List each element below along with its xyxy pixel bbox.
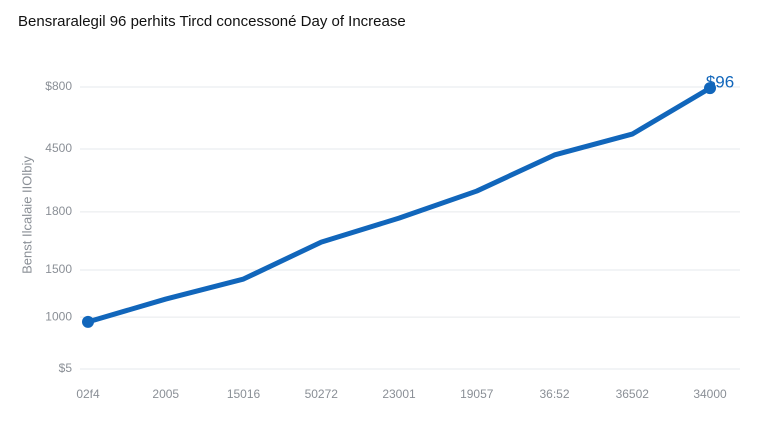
- x-tick-label: 50272: [305, 387, 339, 401]
- x-tick-label: 2005: [152, 387, 179, 401]
- x-tick-label: 23001: [382, 387, 416, 401]
- x-tick-label: 36502: [616, 387, 650, 401]
- line: [85, 85, 713, 325]
- y-tick-label: 4500: [45, 141, 72, 155]
- y-tick-label: 1800: [45, 204, 72, 218]
- y-tick-label: $5: [59, 361, 73, 375]
- y-tick-label: 1500: [45, 262, 72, 276]
- point-marker: [82, 315, 94, 328]
- y-tick-label: $800: [45, 79, 72, 93]
- x-tick-label: 02f4: [76, 387, 100, 401]
- y-axis-title: Benst Ilcalaie IIOlbiy: [19, 156, 34, 274]
- x-tick-label: 34000: [693, 387, 727, 401]
- y-tick-label: 1000: [45, 309, 72, 323]
- annotation: $96: [706, 73, 734, 92]
- x-tick-label: 19057: [460, 387, 494, 401]
- point-marker: [704, 82, 716, 95]
- x-tick-label: 36:52: [539, 387, 569, 401]
- x-tick-label: 15016: [227, 387, 261, 401]
- chart-title: Bensraralegil 96 perhits Tircd concesson…: [18, 13, 406, 30]
